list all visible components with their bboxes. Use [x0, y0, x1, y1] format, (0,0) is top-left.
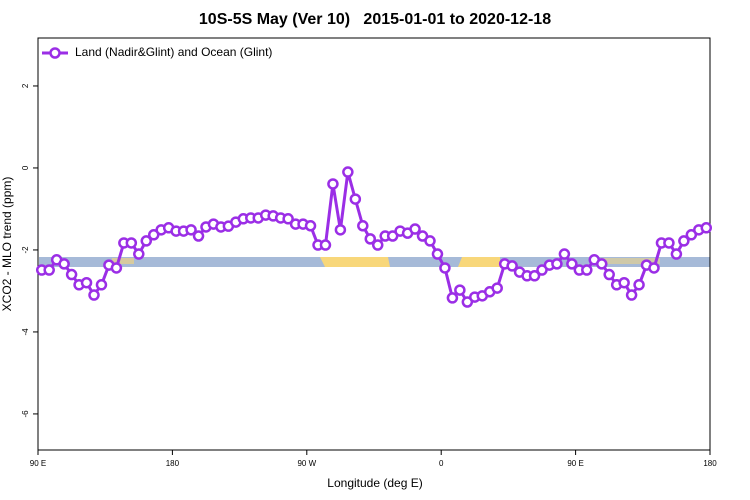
data-point	[334, 224, 347, 236]
data-point	[663, 237, 675, 249]
x-tick-label: 90 E	[30, 459, 46, 468]
data-point	[558, 248, 571, 260]
data-point	[43, 264, 55, 276]
x-tick-label: 90 W	[297, 459, 316, 468]
data-point	[581, 264, 593, 276]
data-point	[349, 193, 362, 205]
data-point	[506, 260, 518, 272]
data-point	[80, 276, 93, 289]
data-point	[327, 178, 339, 190]
x-tick-label: 180	[166, 459, 180, 468]
data-point	[633, 279, 645, 291]
data-point	[424, 235, 436, 247]
data-point	[595, 258, 608, 270]
data-point	[357, 220, 369, 232]
data-point	[371, 239, 384, 251]
data-point	[304, 220, 317, 232]
data-point	[319, 239, 332, 251]
data-point	[409, 223, 421, 235]
data-point	[282, 213, 294, 225]
x-tick-label: 90 E	[567, 459, 583, 468]
data-point	[603, 268, 615, 281]
surface-band	[39, 257, 710, 267]
data-point	[140, 235, 153, 247]
data-point	[678, 235, 690, 247]
legend-marker	[49, 47, 61, 59]
legend: Land (Nadir&Glint) and Ocean (Glint)	[42, 45, 272, 59]
data-point	[618, 276, 630, 289]
y-tick-label: -6	[21, 410, 30, 418]
data-point	[364, 233, 377, 245]
y-tick-label: 0	[21, 165, 30, 170]
data-point	[58, 258, 70, 270]
data-point	[125, 237, 138, 249]
y-axis-label: XCO2 - MLO trend (ppm)	[0, 177, 14, 312]
data-point	[551, 258, 563, 270]
data-point	[185, 224, 197, 236]
data-point	[65, 268, 78, 281]
legend-label: Land (Nadir&Glint) and Ocean (Glint)	[75, 45, 272, 59]
data-point	[110, 262, 123, 274]
data-point	[528, 270, 541, 282]
y-tick-label: -4	[21, 328, 30, 336]
x-axis-label: Longitude (deg E)	[327, 476, 422, 490]
plot-frame	[37, 37, 711, 451]
x-tick-label: 180	[703, 459, 717, 468]
data-point	[133, 248, 145, 260]
x-tick-label: 0	[439, 459, 444, 468]
y-tick-label: -2	[21, 246, 30, 254]
data-point	[192, 230, 205, 242]
data-point	[454, 284, 466, 296]
data-point	[431, 248, 444, 260]
chart-title: 10S-5S May (Ver 10) 2015-01-01 to 2020-1…	[199, 11, 551, 28]
data-point	[88, 289, 100, 301]
data-point	[566, 258, 578, 270]
y-tick-label: 2	[21, 83, 30, 88]
data-point	[670, 248, 683, 260]
data-point	[95, 279, 108, 291]
data-point	[342, 166, 354, 178]
data-point	[625, 289, 638, 301]
data-point	[439, 262, 451, 274]
data-point	[446, 292, 459, 304]
data-point	[491, 282, 503, 294]
data-point	[648, 262, 660, 274]
data-point	[700, 222, 713, 234]
